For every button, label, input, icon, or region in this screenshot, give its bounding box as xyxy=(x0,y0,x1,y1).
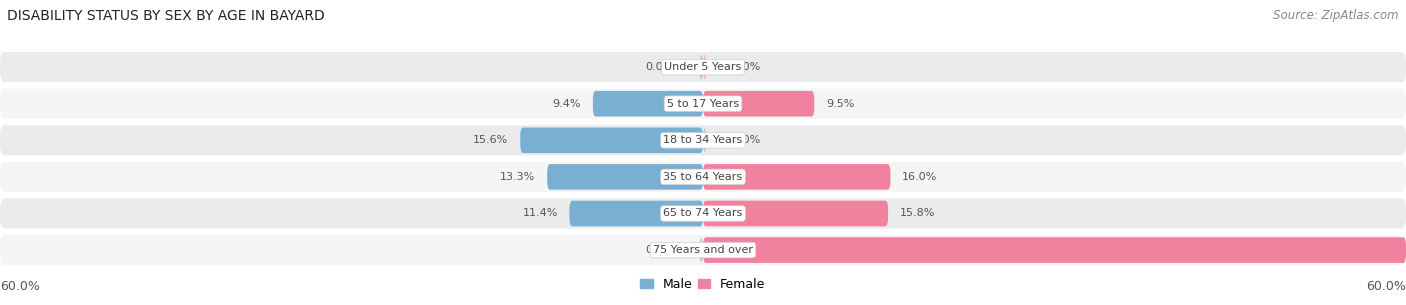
Text: DISABILITY STATUS BY SEX BY AGE IN BAYARD: DISABILITY STATUS BY SEX BY AGE IN BAYAR… xyxy=(7,9,325,23)
FancyBboxPatch shape xyxy=(0,89,1406,119)
FancyBboxPatch shape xyxy=(0,125,1406,155)
FancyBboxPatch shape xyxy=(593,91,703,117)
Text: 35 to 64 Years: 35 to 64 Years xyxy=(664,172,742,182)
Text: Source: ZipAtlas.com: Source: ZipAtlas.com xyxy=(1274,9,1399,22)
Text: 0.0%: 0.0% xyxy=(645,245,673,255)
Text: 11.4%: 11.4% xyxy=(523,209,558,218)
FancyBboxPatch shape xyxy=(547,164,703,190)
Text: 0.0%: 0.0% xyxy=(733,135,761,145)
Text: 13.3%: 13.3% xyxy=(501,172,536,182)
FancyBboxPatch shape xyxy=(0,235,1406,265)
Legend: Male, Female: Male, Female xyxy=(636,273,770,296)
FancyBboxPatch shape xyxy=(0,52,1406,82)
FancyBboxPatch shape xyxy=(569,201,703,226)
Text: 15.6%: 15.6% xyxy=(474,135,509,145)
FancyBboxPatch shape xyxy=(700,237,703,263)
FancyBboxPatch shape xyxy=(703,54,707,80)
Text: 9.4%: 9.4% xyxy=(553,99,581,109)
FancyBboxPatch shape xyxy=(703,164,890,190)
Text: 0.0%: 0.0% xyxy=(733,62,761,72)
FancyBboxPatch shape xyxy=(703,127,707,153)
Text: 15.8%: 15.8% xyxy=(900,209,935,218)
Text: 5 to 17 Years: 5 to 17 Years xyxy=(666,99,740,109)
FancyBboxPatch shape xyxy=(0,162,1406,192)
FancyBboxPatch shape xyxy=(700,54,703,80)
Text: 65 to 74 Years: 65 to 74 Years xyxy=(664,209,742,218)
Text: 18 to 34 Years: 18 to 34 Years xyxy=(664,135,742,145)
FancyBboxPatch shape xyxy=(703,201,889,226)
Text: 60.0%: 60.0% xyxy=(0,280,39,293)
Text: 60.0%: 60.0% xyxy=(1367,280,1406,293)
FancyBboxPatch shape xyxy=(703,237,1406,263)
FancyBboxPatch shape xyxy=(520,127,703,153)
FancyBboxPatch shape xyxy=(703,91,814,117)
Text: 75 Years and over: 75 Years and over xyxy=(652,245,754,255)
Text: Under 5 Years: Under 5 Years xyxy=(665,62,741,72)
Text: 0.0%: 0.0% xyxy=(645,62,673,72)
Text: 9.5%: 9.5% xyxy=(827,99,855,109)
FancyBboxPatch shape xyxy=(0,199,1406,228)
Text: 16.0%: 16.0% xyxy=(903,172,938,182)
